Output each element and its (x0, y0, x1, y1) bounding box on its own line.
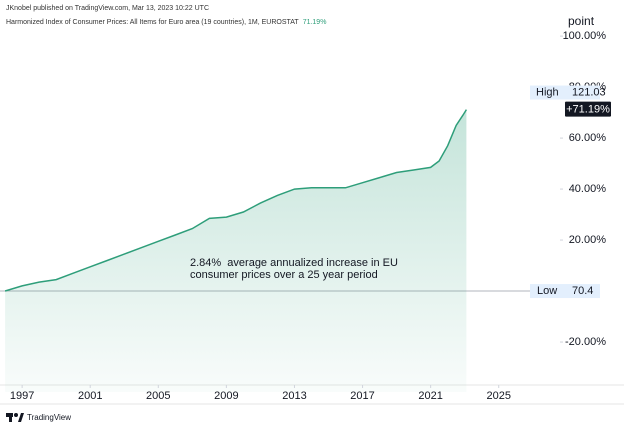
y-tick-label: -20.00% (565, 336, 606, 348)
y-tick-label: 20.00% (569, 234, 607, 246)
x-tick-label: 2021 (418, 390, 442, 402)
x-tick-label: 2009 (214, 390, 238, 402)
x-tick-label: 2005 (146, 390, 170, 402)
high-label-bg (530, 85, 600, 100)
title-value: 71.19% (303, 19, 327, 26)
x-tick-label: 2001 (78, 390, 102, 402)
chart-title: Harmonized Index of Consumer Prices: All… (6, 19, 326, 26)
x-tick-label: 2017 (350, 390, 374, 402)
change-badge (565, 101, 611, 117)
x-tick-label: 1997 (10, 390, 34, 402)
brand: TradingView (27, 413, 71, 422)
annotation: 2.84% average annualized increase in EU (190, 257, 398, 269)
low-label: Low (537, 285, 557, 297)
annotation: consumer prices over a 25 year period (190, 269, 378, 281)
low-value: 70.4 (572, 285, 593, 297)
line (4, 109, 468, 292)
low-label-bg (530, 284, 600, 299)
x-tick-label: 2025 (486, 390, 510, 402)
y-tick-label: 40.00% (569, 183, 607, 195)
source: JKnobel published on TradingView.com, Ma… (6, 5, 209, 12)
high-value: 121.03 (572, 86, 606, 98)
y-tick-label: 60.00% (569, 132, 607, 144)
y-tick-label: 100.00% (563, 30, 607, 42)
y-axis-label: point (568, 14, 595, 28)
x-tick-label: 2013 (282, 390, 306, 402)
area-fill (5, 109, 467, 392)
change-label: +71.19% (566, 103, 610, 115)
title-text: Harmonized Index of Consumer Prices: All… (6, 19, 299, 26)
logo (6, 413, 24, 422)
high-label: High (536, 86, 559, 98)
